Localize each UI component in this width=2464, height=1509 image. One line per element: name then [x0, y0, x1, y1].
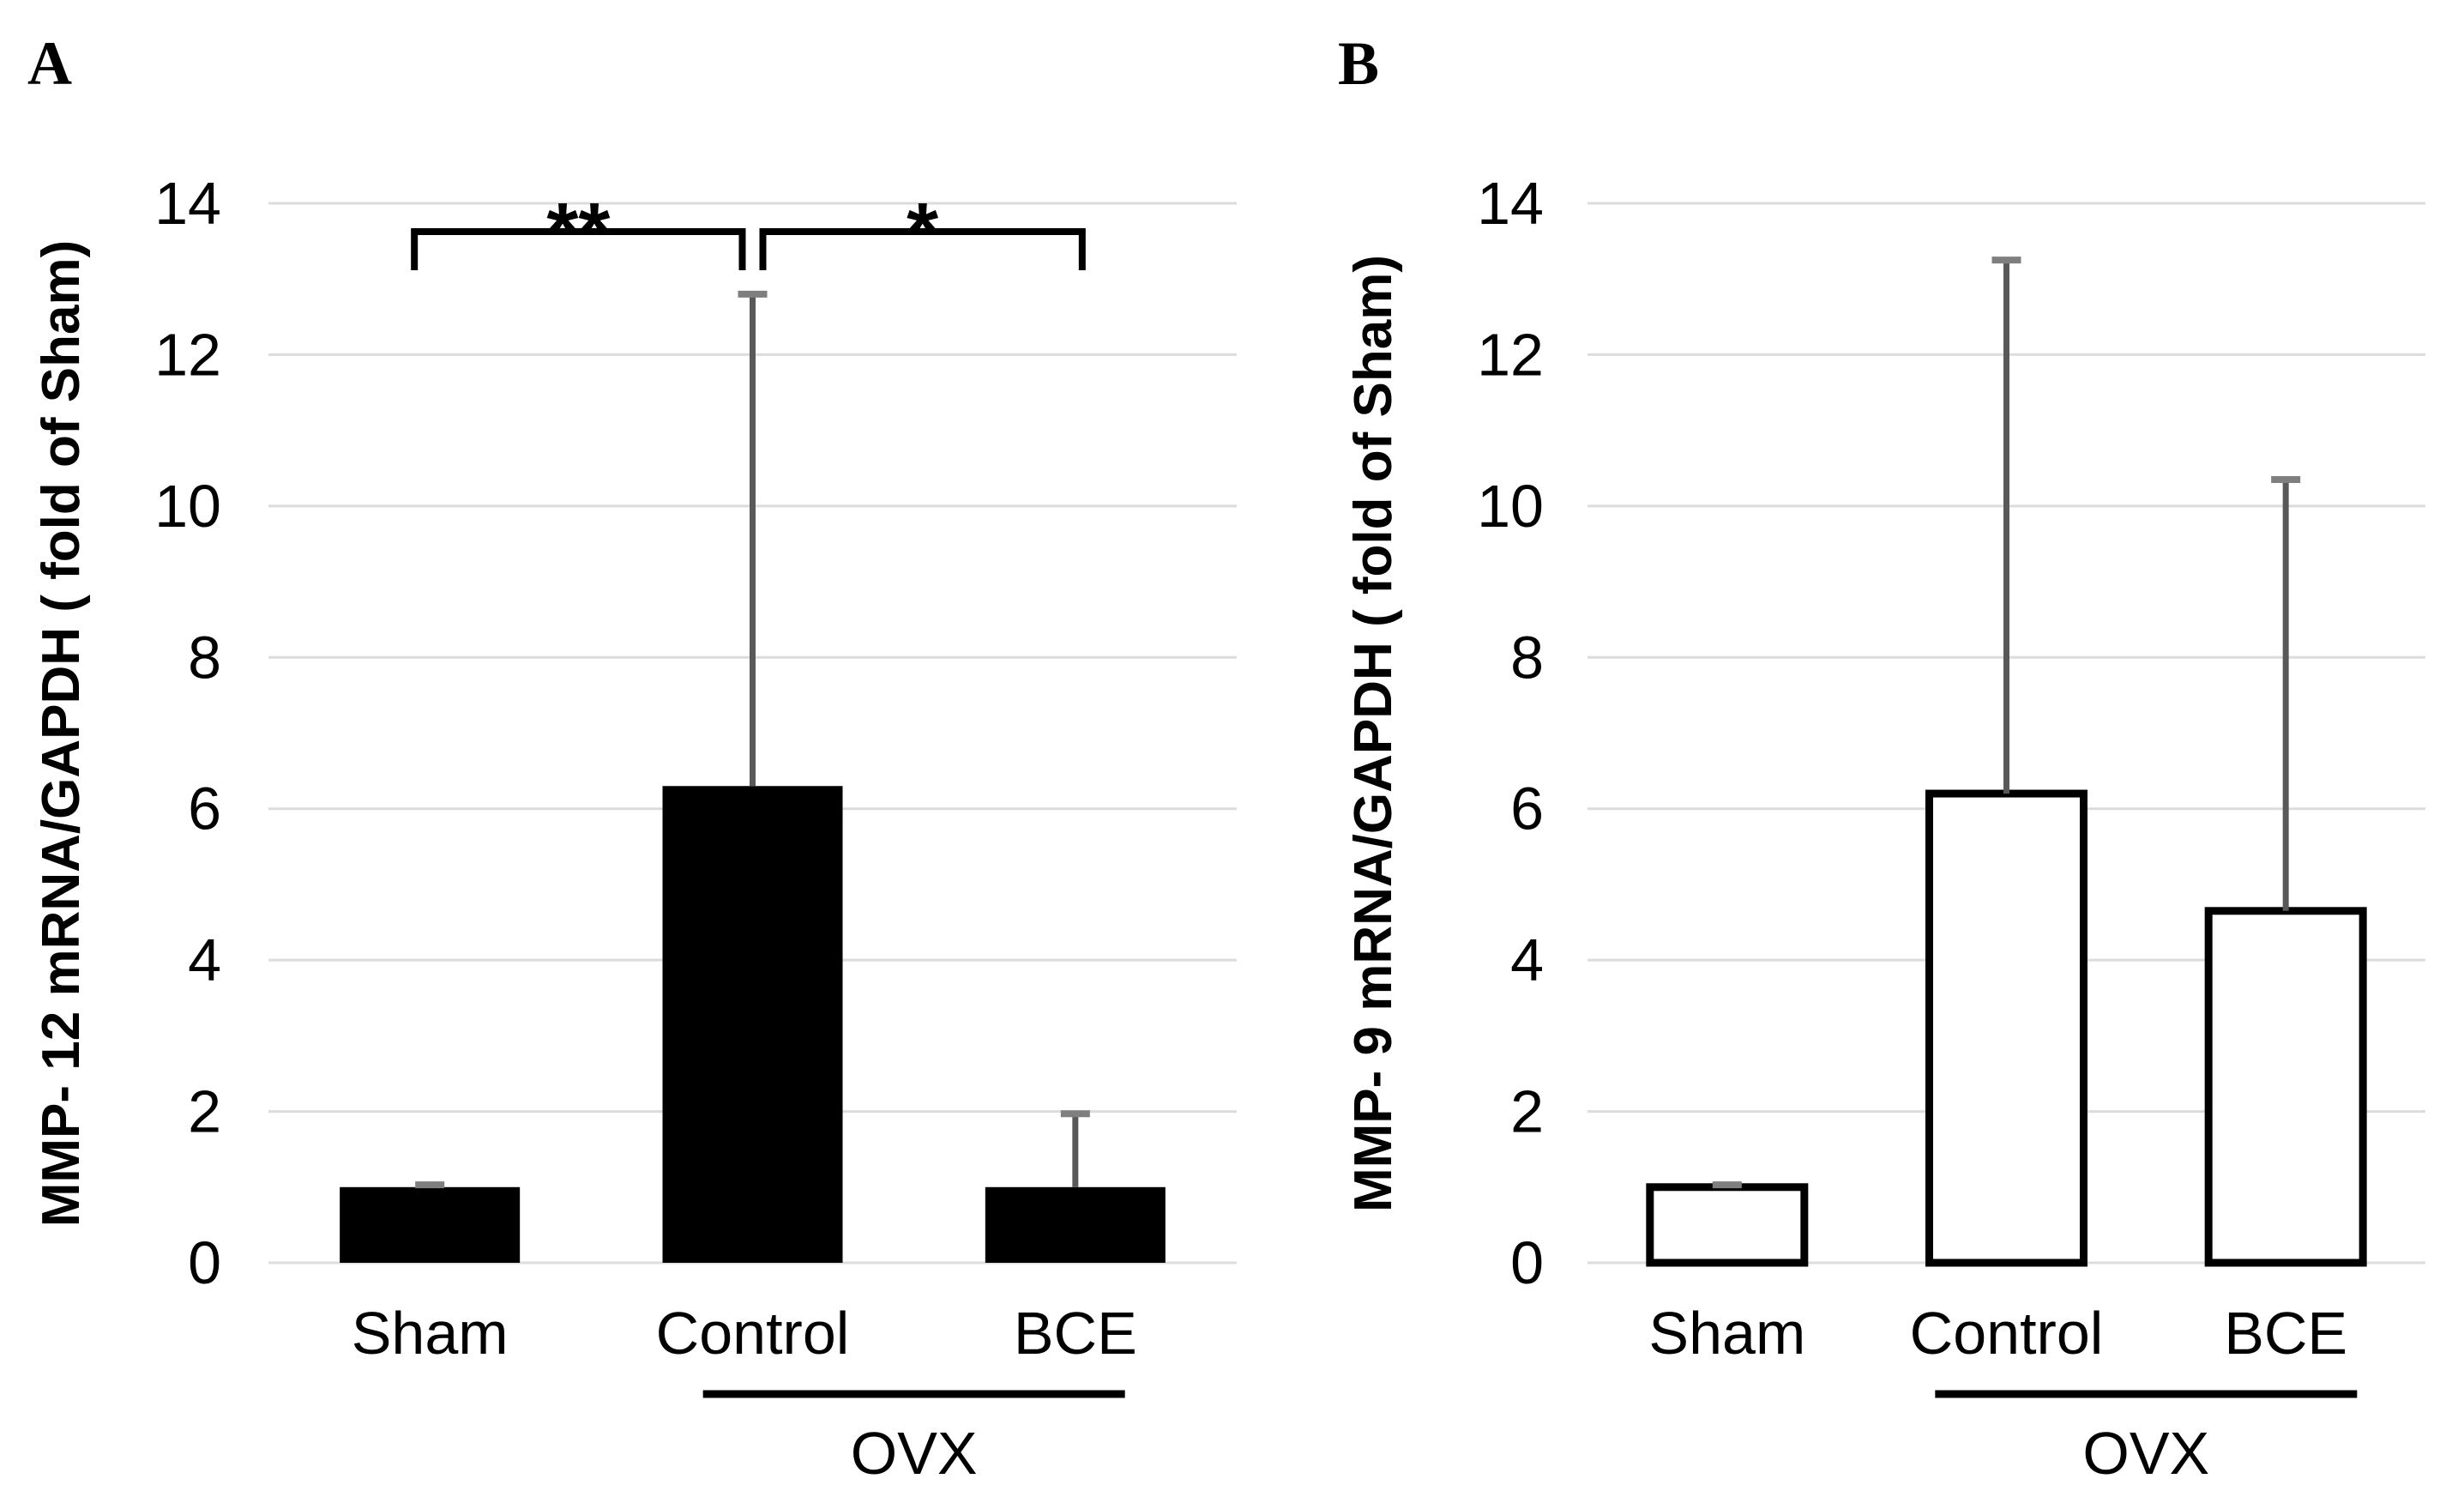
x-category-label: BCE — [1014, 1300, 1137, 1367]
y-tick-label: 4 — [1510, 927, 1544, 993]
x-category-label: BCE — [2224, 1300, 2347, 1367]
x-category-label: Sham — [352, 1300, 509, 1367]
group-label: OVX — [851, 1420, 978, 1487]
y-tick-label: 12 — [154, 321, 221, 388]
y-tick-label: 0 — [188, 1229, 221, 1296]
y-tick-label: 12 — [1477, 321, 1544, 388]
y-tick-label: 6 — [1510, 776, 1544, 842]
y-tick-label: 8 — [188, 624, 221, 691]
bar-control — [1925, 789, 2087, 1267]
y-tick-label: 10 — [1477, 473, 1544, 540]
y-tick-label: 2 — [188, 1078, 221, 1145]
y-tick-label: 2 — [1510, 1078, 1544, 1145]
bar-sham — [1646, 1183, 1809, 1267]
group-label: OVX — [2082, 1420, 2209, 1487]
y-tick-label: 6 — [188, 776, 221, 842]
x-category-label: Sham — [1648, 1300, 1805, 1367]
panel-b-letter: B — [1338, 29, 1380, 98]
bar-control — [662, 786, 843, 1263]
y-tick-label: 0 — [1510, 1229, 1544, 1296]
significance-bracket — [759, 228, 1086, 270]
y-tick-label: 4 — [188, 927, 221, 993]
significance-bracket — [411, 228, 746, 270]
bar-bce — [2204, 907, 2367, 1267]
x-category-label: Control — [1910, 1300, 2104, 1367]
significance-label: * — [907, 186, 938, 277]
bar-sham — [340, 1186, 521, 1263]
y-tick-label: 8 — [1510, 624, 1544, 691]
bar-bce — [985, 1186, 1166, 1263]
panel-a-letter: A — [27, 29, 72, 98]
y-tick-label: 14 — [1477, 170, 1544, 237]
y-tick-label: 10 — [154, 473, 221, 540]
x-category-label: Control — [656, 1300, 850, 1367]
y-tick-label: 14 — [154, 170, 221, 237]
significance-label: ** — [546, 186, 610, 277]
